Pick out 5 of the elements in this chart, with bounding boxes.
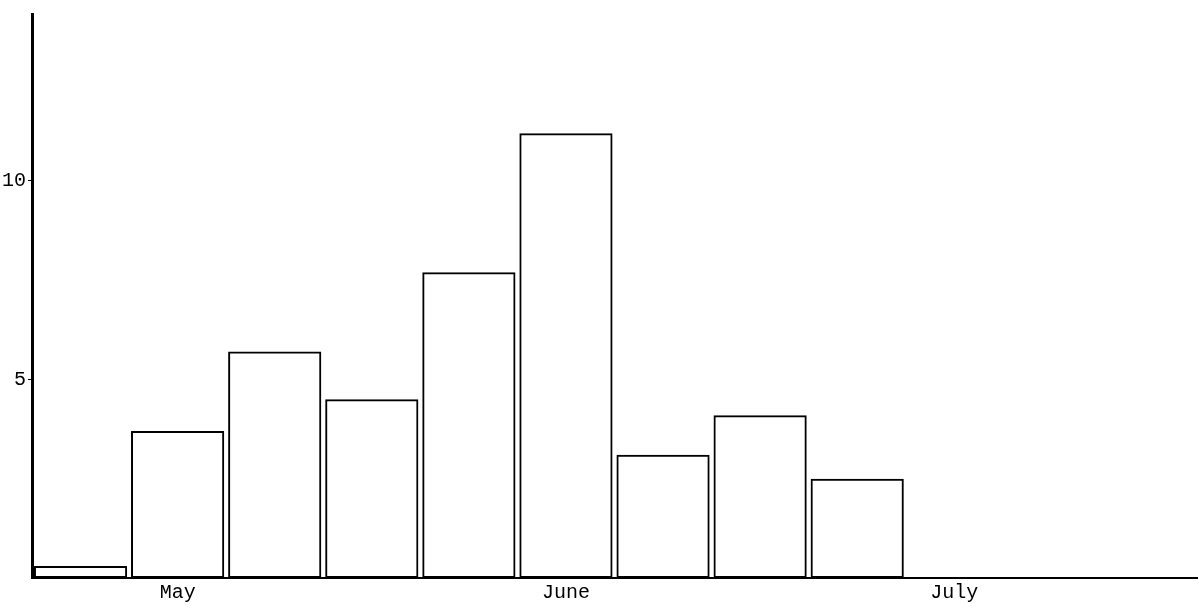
x-tick-label: May: [159, 581, 196, 605]
y-tick-label: 5: [13, 367, 26, 391]
x-tick-label: June: [541, 581, 590, 605]
y-tick-label: 10: [1, 169, 26, 193]
x-tick-label: July: [930, 581, 979, 605]
